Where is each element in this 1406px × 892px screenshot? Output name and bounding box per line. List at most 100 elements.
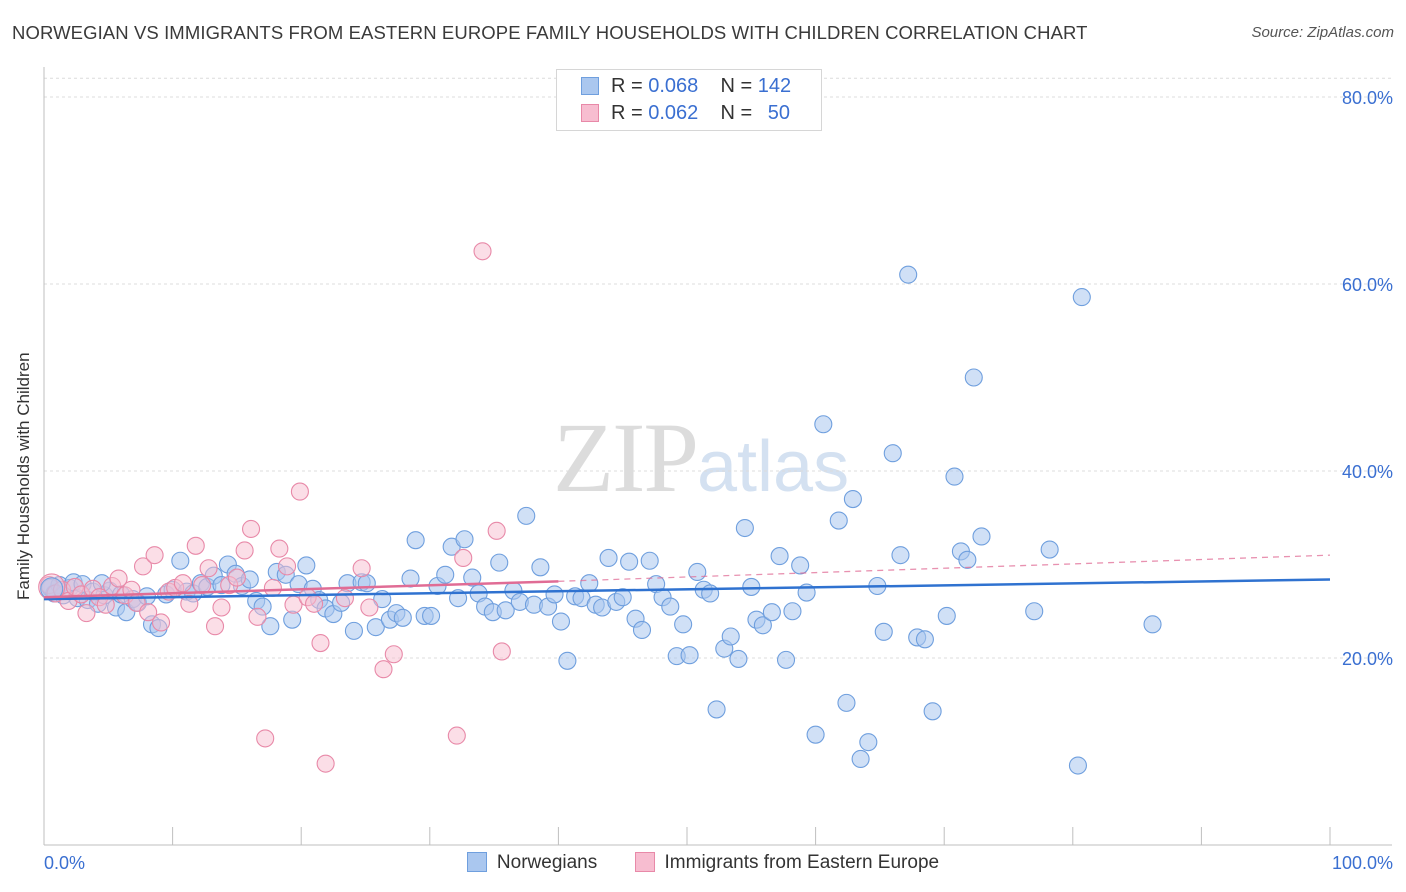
y-tick-label: 80.0% bbox=[1342, 88, 1393, 108]
norwegian-point bbox=[729, 649, 748, 668]
norwegian-point bbox=[1143, 615, 1162, 634]
immigrant-point bbox=[305, 594, 324, 613]
norwegian-point bbox=[455, 530, 474, 549]
norwegian-point bbox=[688, 562, 707, 582]
norwegian-point bbox=[915, 630, 934, 649]
norwegian-point bbox=[742, 577, 761, 596]
norwegian-point bbox=[344, 621, 363, 640]
norwegian-point bbox=[620, 552, 639, 571]
norwegian-point bbox=[972, 527, 991, 546]
immigrant-point bbox=[473, 242, 492, 261]
norwegian-point bbox=[640, 551, 659, 570]
norwegian-point bbox=[776, 650, 796, 669]
norwegian-point bbox=[517, 506, 536, 525]
immigrant-point bbox=[199, 559, 218, 578]
n-value: 50 bbox=[767, 102, 791, 124]
norwegian-point bbox=[366, 618, 385, 637]
immigrant-point bbox=[263, 578, 282, 597]
norwegian-point bbox=[558, 651, 577, 670]
immigrant-point bbox=[278, 557, 297, 576]
watermark: ZIPatlas bbox=[553, 400, 849, 515]
norwegian-point bbox=[814, 415, 833, 434]
norwegian-point bbox=[883, 444, 902, 463]
norwegian-point bbox=[393, 608, 412, 627]
norwegian-point bbox=[580, 574, 599, 593]
legend-label: Immigrants from Eastern Europe bbox=[664, 852, 940, 873]
norwegian-point bbox=[531, 558, 550, 577]
norwegian-point bbox=[551, 612, 571, 631]
norwegian-point bbox=[899, 265, 918, 284]
immigrant-point bbox=[384, 645, 403, 664]
immigrant-point bbox=[133, 557, 153, 576]
immigrant-point bbox=[374, 660, 393, 679]
immigrant-point bbox=[360, 598, 379, 617]
immigrant-point bbox=[447, 726, 466, 745]
x-tick-label: 100.0% bbox=[1332, 853, 1393, 873]
immigrant-point bbox=[151, 613, 171, 632]
norwegian-point bbox=[791, 556, 810, 575]
immigrant-point bbox=[212, 598, 231, 617]
norwegian-point bbox=[613, 588, 632, 607]
immigrant-point bbox=[290, 482, 309, 501]
norwegian-point bbox=[632, 620, 652, 640]
immigrant-point bbox=[248, 607, 267, 626]
norwegian-point bbox=[661, 597, 680, 616]
norwegian-point bbox=[599, 548, 618, 568]
norwegian-point bbox=[701, 584, 720, 603]
legend-row-immigrants: R = 0.062 N = 50 bbox=[581, 102, 790, 126]
norwegian-point bbox=[958, 550, 977, 569]
watermark-atlas: atlas bbox=[697, 427, 850, 507]
blue-swatch bbox=[581, 77, 599, 95]
n-label: N = bbox=[720, 75, 753, 97]
immigrant-point bbox=[139, 603, 158, 622]
n-value: 142 bbox=[757, 75, 792, 97]
immigrant-point bbox=[352, 559, 371, 578]
norwegian-point bbox=[1072, 288, 1091, 307]
immigrant-point bbox=[77, 604, 96, 623]
norwegian-point bbox=[297, 556, 316, 575]
norwegian-point bbox=[463, 568, 482, 587]
norwegian-point bbox=[735, 518, 754, 538]
norwegian-point bbox=[891, 546, 910, 565]
correlation-legend: R = 0.068 N = 142 R = 0.062 N = 50 bbox=[556, 69, 822, 131]
norwegian-point bbox=[1025, 602, 1044, 621]
norwegian-point bbox=[422, 606, 441, 625]
immigrant-point bbox=[335, 589, 354, 608]
y-axis-label: Family Households with Children bbox=[14, 352, 33, 600]
norwegian-point bbox=[829, 511, 848, 530]
norwegian-trend-line bbox=[43, 578, 1331, 601]
norwegian-point bbox=[674, 615, 693, 634]
legend-row-norwegians: R = 0.068 N = 142 bbox=[581, 75, 791, 99]
immigrant-point bbox=[256, 729, 275, 748]
norwegian-point bbox=[707, 700, 726, 719]
y-tick-label: 40.0% bbox=[1342, 462, 1393, 482]
norwegian-point bbox=[436, 565, 455, 584]
r-label: R = bbox=[611, 102, 643, 124]
norwegian-point bbox=[770, 547, 789, 566]
x-tick-label: 0.0% bbox=[44, 853, 85, 873]
norwegian-point bbox=[490, 553, 509, 572]
norwegian-point bbox=[937, 606, 956, 625]
immigrant-point bbox=[241, 519, 261, 539]
source-label: Source: ZipAtlas.com bbox=[1251, 24, 1394, 41]
immigrant-point bbox=[270, 539, 289, 558]
immigrant-point bbox=[145, 546, 164, 565]
immigrant-point bbox=[180, 594, 199, 613]
immigrant-trend-line bbox=[43, 580, 559, 599]
immigrant-trend-extension bbox=[558, 554, 1331, 582]
y-tick-label: 60.0% bbox=[1342, 275, 1393, 295]
legend-item-norwegians[interactable]: Norwegians bbox=[466, 852, 598, 874]
r-value: 0.062 bbox=[648, 102, 699, 124]
series-legend: Norwegians Immigrants from Eastern Europ… bbox=[0, 852, 1406, 874]
norwegian-point bbox=[783, 602, 802, 621]
pink-swatch bbox=[581, 104, 599, 122]
legend-item-immigrants[interactable]: Immigrants from Eastern Europe bbox=[634, 852, 940, 874]
norwegian-point bbox=[945, 467, 964, 486]
legend-label: Norwegians bbox=[496, 852, 598, 873]
y-tick-label: 20.0% bbox=[1342, 649, 1393, 669]
norwegian-point bbox=[964, 368, 983, 387]
immigrant-point bbox=[492, 642, 511, 661]
immigrant-point bbox=[487, 521, 506, 540]
immigrant-point bbox=[311, 633, 330, 653]
